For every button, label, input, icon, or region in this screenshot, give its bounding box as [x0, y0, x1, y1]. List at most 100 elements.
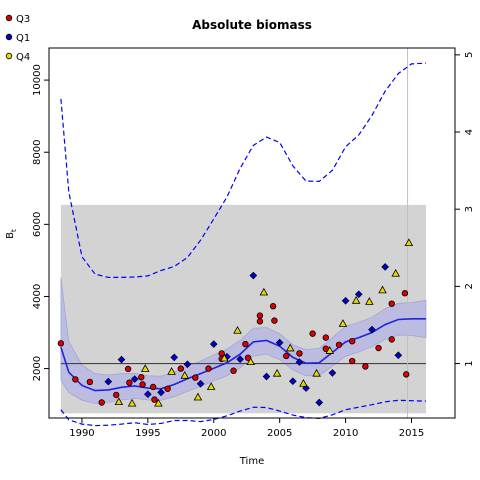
data-point-q3	[57, 340, 65, 347]
data-point-q4	[351, 296, 361, 304]
data-point-q3	[322, 334, 330, 341]
data-point-q3	[271, 317, 278, 324]
data-point-q1	[104, 377, 113, 386]
data-point-q1	[130, 375, 139, 383]
data-point-q3	[113, 391, 120, 399]
y-tick-label: 2000	[32, 356, 43, 381]
data-point-q3	[126, 379, 133, 386]
data-point-q3	[138, 374, 145, 381]
data-point-q3	[375, 344, 382, 352]
data-point-q1	[236, 355, 244, 364]
data-point-q3	[230, 367, 237, 374]
data-point-q1	[381, 263, 389, 271]
y2-tick-label: 1	[464, 360, 475, 366]
data-point-q4	[259, 287, 269, 296]
y-tick-label: 10000	[32, 64, 43, 96]
data-point-q4	[325, 346, 335, 354]
data-point-q1	[354, 290, 363, 299]
x-tick-label: 2000	[201, 428, 226, 439]
x-tick-label: 2010	[333, 428, 358, 439]
data-point-q3	[348, 337, 356, 345]
data-point-q1	[209, 340, 218, 348]
data-point-q4	[365, 297, 374, 305]
legend-marker-q4	[5, 52, 13, 60]
data-point-q4	[180, 371, 190, 379]
data-point-q1	[183, 360, 192, 369]
y2-tick-label: 4	[464, 129, 475, 135]
data-point-q4	[285, 343, 295, 352]
y-axis-label-main: B	[5, 232, 16, 239]
data-point-q4	[220, 353, 229, 362]
data-point-q3	[98, 399, 105, 406]
data-point-q3	[177, 365, 185, 372]
data-point-q3	[335, 341, 343, 348]
data-point-q4	[404, 238, 414, 247]
data-point-q3	[256, 312, 264, 319]
median-fit-line	[60, 318, 426, 392]
data-point-q1	[394, 351, 403, 360]
y-tick-label: 6000	[32, 212, 43, 237]
y-axis-label: Bt	[5, 229, 18, 239]
data-point-q3	[283, 352, 290, 360]
data-point-q1	[341, 296, 350, 305]
data-point-q3	[401, 290, 409, 297]
data-point-q3	[151, 396, 158, 403]
chart-title: Absolute biomass	[192, 18, 312, 32]
data-point-q3	[139, 381, 146, 388]
data-point-q3	[86, 378, 94, 386]
data-point-q1	[117, 355, 126, 364]
y-tick-label: 8000	[32, 139, 43, 164]
data-point-q1	[196, 379, 205, 388]
x-tick-label: 1990	[69, 428, 94, 439]
data-point-q4	[378, 285, 387, 294]
data-point-q3	[124, 365, 132, 373]
data-point-q3	[309, 330, 316, 337]
data-point-q4	[167, 367, 176, 375]
data-point-q3	[296, 350, 303, 357]
x-tick-label: 2005	[267, 428, 292, 439]
legend-label-q3: Q3	[16, 14, 30, 25]
data-point-q1	[275, 338, 284, 347]
data-point-q3	[192, 374, 199, 381]
data-point-q1	[249, 271, 258, 280]
upper-prediction-line	[60, 62, 427, 278]
data-point-q3	[164, 385, 171, 392]
y2-tick-label: 3	[464, 206, 475, 212]
data-point-q3	[205, 365, 212, 372]
data-point-q1	[157, 388, 165, 397]
data-point-q1	[262, 372, 271, 381]
legend-marker-q1	[5, 33, 13, 41]
legend-marker-q3	[5, 14, 13, 22]
data-point-q1	[328, 369, 337, 377]
data-point-q4	[312, 368, 321, 377]
data-point-q3	[362, 363, 369, 370]
data-point-q1	[368, 325, 376, 334]
data-point-q3	[269, 303, 277, 310]
data-point-q4	[193, 392, 203, 401]
data-point-q3	[72, 376, 79, 383]
y2-tick-label: 5	[464, 52, 475, 58]
data-point-q4	[154, 398, 163, 407]
y-tick-label: 4000	[32, 284, 43, 309]
x-axis-label: Time	[239, 456, 264, 467]
data-point-q3	[149, 383, 157, 391]
data-point-q1	[170, 353, 179, 362]
data-point-q3	[256, 318, 264, 325]
x-tick-label: 1995	[135, 428, 160, 439]
data-point-q3	[242, 340, 249, 348]
data-point-q4	[246, 357, 255, 366]
lower-prediction-line	[60, 399, 427, 427]
data-point-q4	[140, 364, 150, 372]
data-point-q3	[388, 336, 395, 343]
data-point-q3	[348, 357, 356, 365]
data-point-q1	[289, 377, 297, 386]
data-point-q3	[388, 300, 395, 307]
data-point-q1	[295, 358, 304, 366]
data-points-layer	[57, 238, 414, 407]
data-point-q4	[272, 368, 282, 377]
data-point-q1	[144, 390, 152, 399]
data-point-q4	[299, 378, 308, 387]
data-point-q4	[338, 319, 348, 327]
y-axis-label-subscript: t	[10, 229, 18, 232]
